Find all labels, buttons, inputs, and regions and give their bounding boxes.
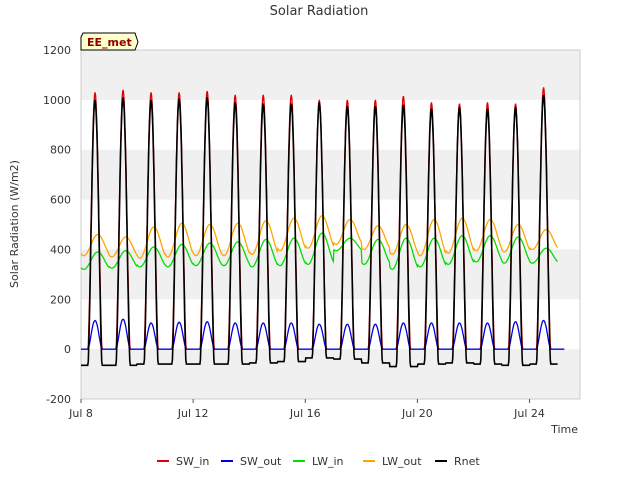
y-tick-label: -200: [46, 393, 71, 406]
y-axis: -200 0 200 400 600 800 1000 1200: [43, 44, 71, 406]
legend-label: LW_in: [312, 455, 344, 468]
grid-band: [81, 349, 580, 399]
legend: SW_in SW_out LW_in LW_out Rnet: [157, 455, 480, 468]
legend-label: SW_out: [240, 455, 282, 468]
legend-label: SW_in: [176, 455, 209, 468]
y-axis-label: Solar Radiation (W/m2): [8, 160, 21, 288]
x-tick-label: Jul 12: [177, 407, 209, 420]
series-line-rnet: [81, 94, 558, 368]
series-line-lw-in: [80, 232, 559, 271]
series-line-lw-out: [80, 215, 559, 259]
legend-label: Rnet: [454, 455, 480, 468]
plot-frame: [80, 49, 581, 400]
y-tick-label: 1000: [43, 94, 71, 107]
y-tick-label: 600: [50, 194, 71, 207]
chart-title: Solar Radiation: [270, 4, 369, 19]
badge-label: EE_met: [87, 36, 132, 49]
grid-band: [81, 249, 580, 300]
x-axis-label: Time: [550, 423, 578, 436]
y-tick-label: 1200: [43, 44, 71, 57]
badge-box: [80, 32, 139, 51]
x-tick-label: Jul 16: [289, 407, 321, 420]
series-line-sw-out: [81, 318, 565, 350]
x-tick-label: Jul 20: [401, 407, 433, 420]
station-badge: EE_met: [80, 32, 139, 51]
y-tick-label: 400: [50, 243, 71, 256]
legend-label: LW_out: [382, 455, 422, 468]
x-tick-label: Jul 8: [68, 407, 93, 420]
background-bands: [81, 50, 580, 399]
series-lines: [80, 87, 565, 368]
grid-band: [81, 50, 580, 100]
x-axis: Jul 8 Jul 12 Jul 16 Jul 20 Jul 24: [68, 399, 545, 420]
grid-band: [81, 149, 580, 200]
y-tick-label: 800: [50, 144, 71, 157]
y-tick-label: 200: [50, 293, 71, 306]
y-tick-label: 0: [64, 343, 71, 356]
x-tick-label: Jul 24: [513, 407, 545, 420]
